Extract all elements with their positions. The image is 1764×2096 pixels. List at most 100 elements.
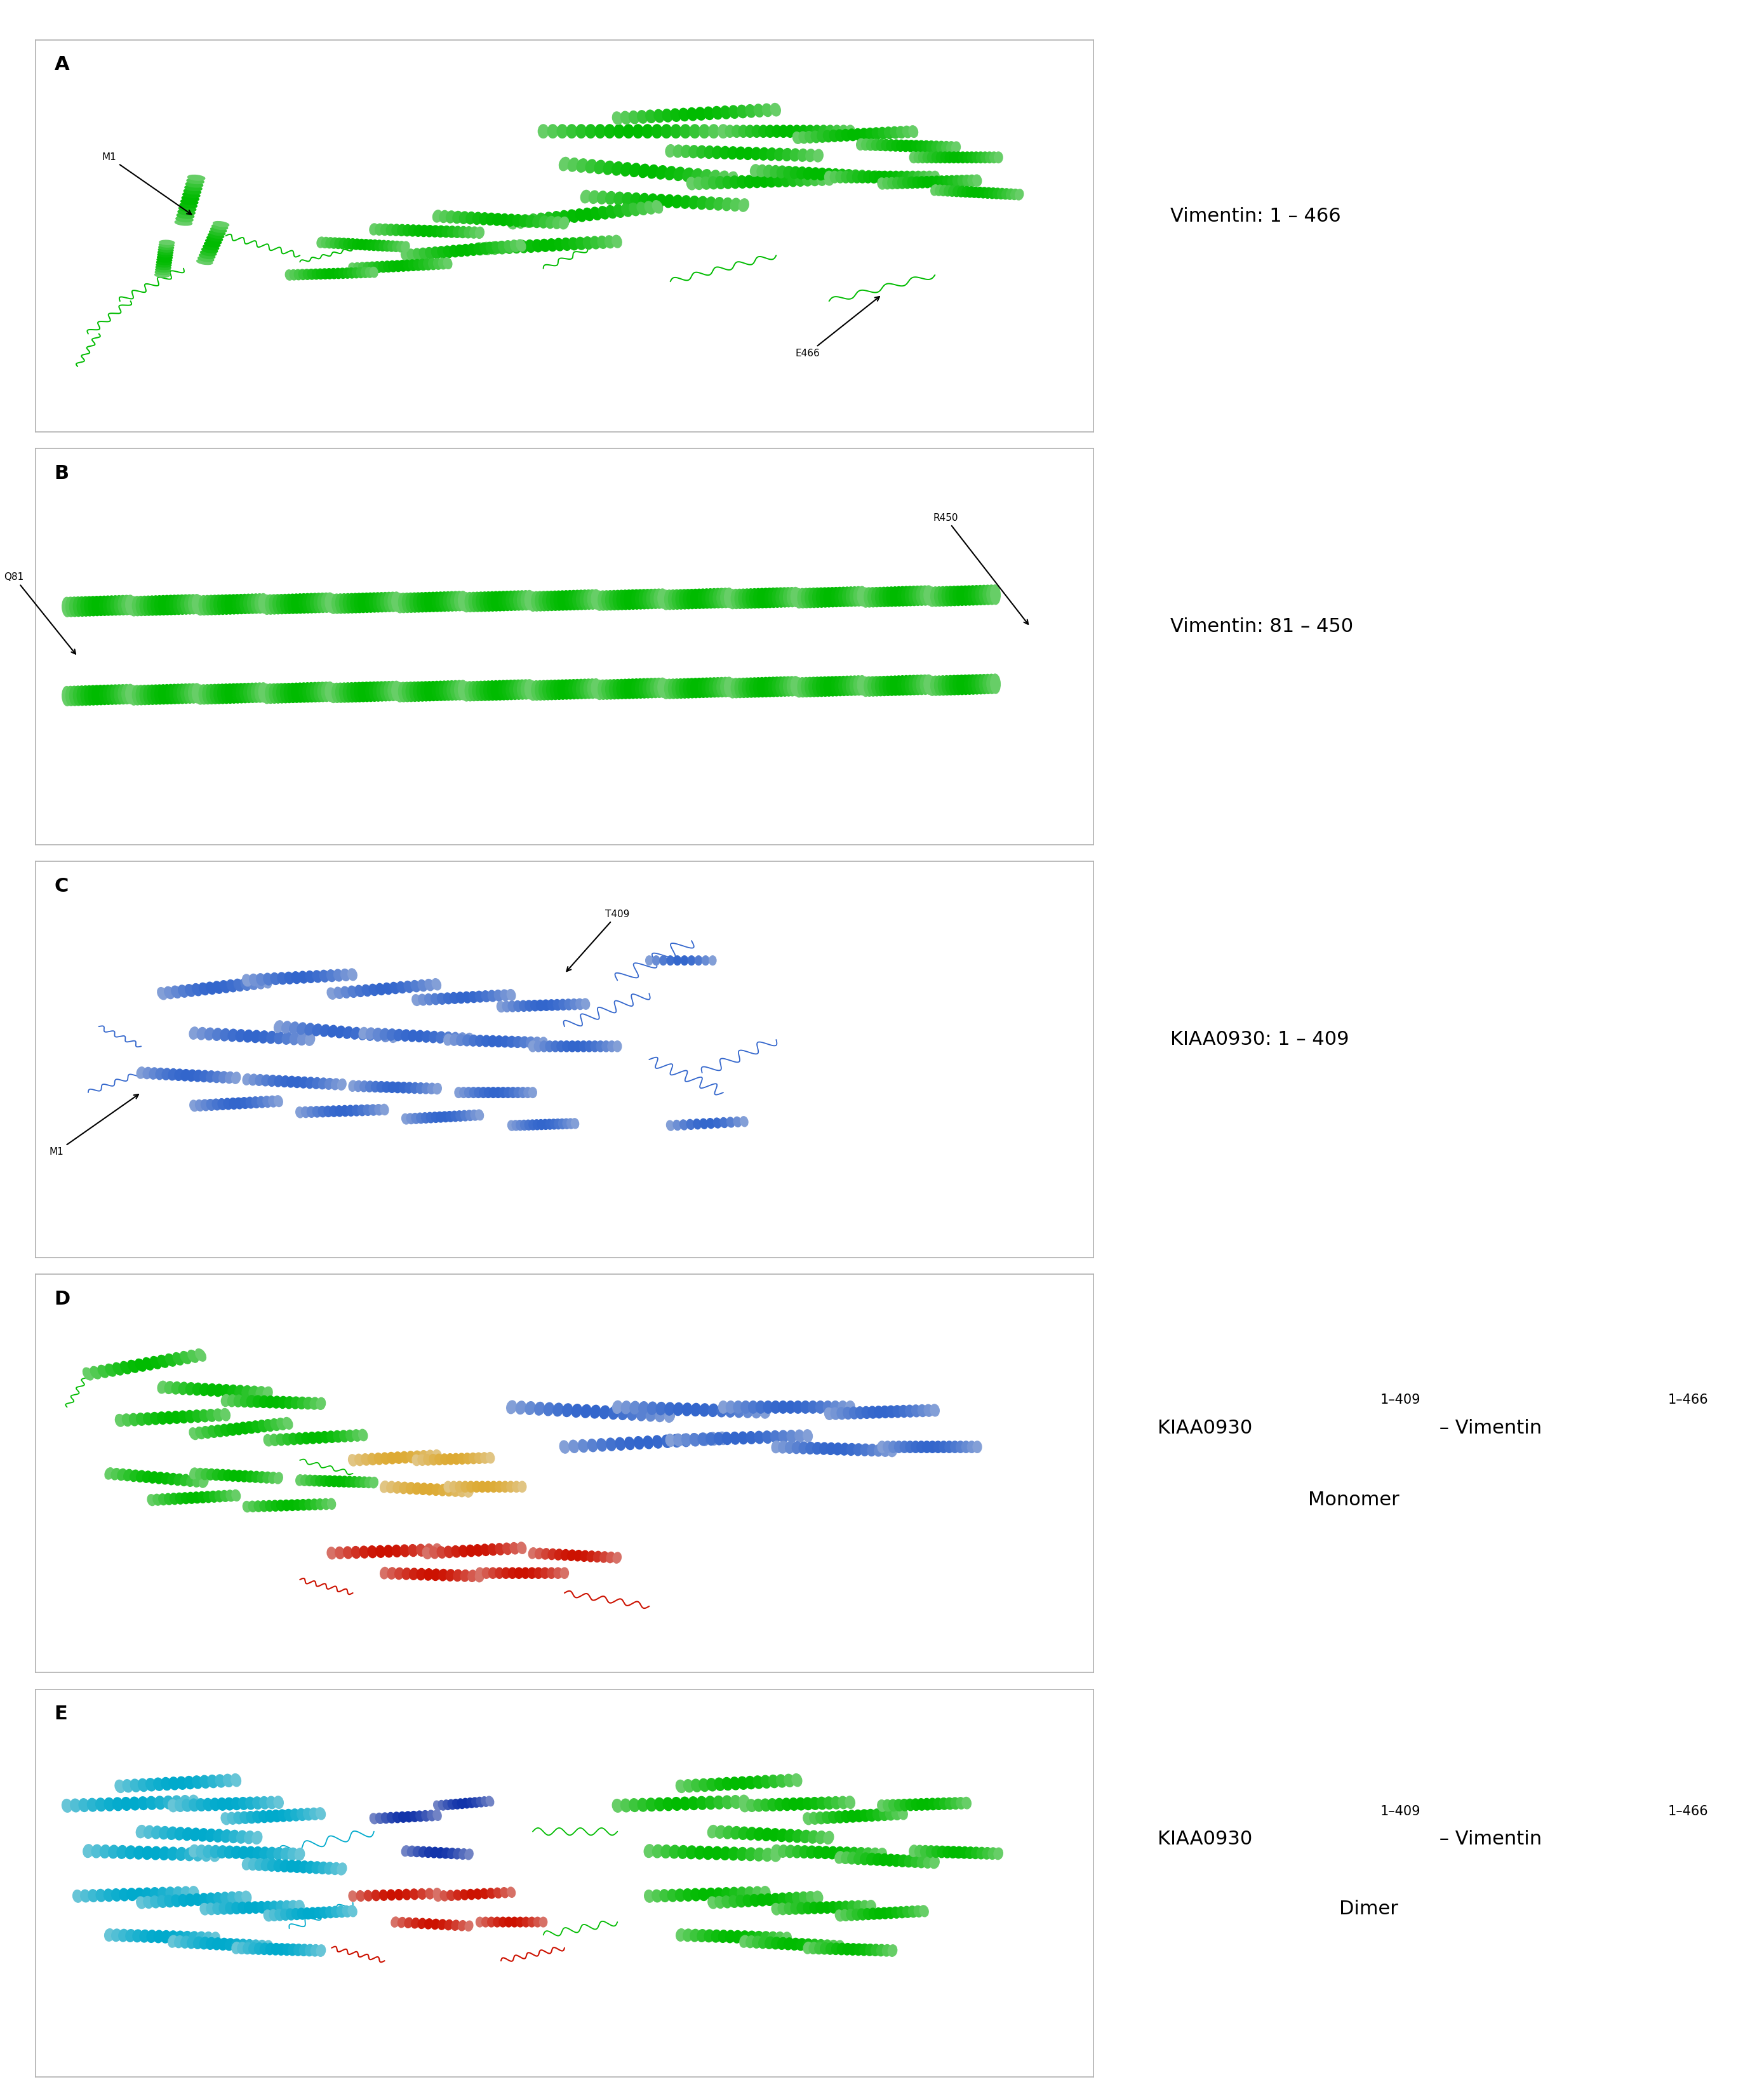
- Ellipse shape: [949, 151, 958, 163]
- Ellipse shape: [817, 174, 827, 187]
- Ellipse shape: [489, 1088, 497, 1098]
- Ellipse shape: [439, 258, 446, 268]
- Ellipse shape: [540, 1042, 549, 1052]
- Ellipse shape: [226, 1903, 235, 1914]
- Ellipse shape: [512, 1121, 520, 1130]
- Ellipse shape: [462, 991, 471, 1004]
- Ellipse shape: [485, 1796, 494, 1807]
- Ellipse shape: [231, 1490, 240, 1501]
- Ellipse shape: [78, 597, 86, 616]
- Ellipse shape: [633, 1436, 644, 1448]
- Ellipse shape: [709, 589, 720, 608]
- Ellipse shape: [129, 597, 139, 616]
- Ellipse shape: [686, 589, 697, 608]
- Ellipse shape: [422, 1084, 430, 1094]
- Ellipse shape: [508, 1886, 515, 1897]
- Ellipse shape: [250, 1031, 261, 1042]
- Ellipse shape: [887, 1406, 896, 1417]
- Ellipse shape: [175, 1069, 183, 1082]
- Ellipse shape: [430, 226, 439, 237]
- Ellipse shape: [206, 1937, 215, 1949]
- Ellipse shape: [473, 1545, 482, 1555]
- Ellipse shape: [810, 174, 818, 187]
- Ellipse shape: [252, 1847, 263, 1859]
- Ellipse shape: [379, 1568, 390, 1578]
- Ellipse shape: [487, 591, 497, 612]
- Ellipse shape: [180, 1473, 189, 1486]
- Ellipse shape: [189, 1027, 199, 1040]
- Ellipse shape: [534, 591, 545, 612]
- Ellipse shape: [187, 1937, 196, 1949]
- Ellipse shape: [776, 1775, 787, 1788]
- Text: Vimentin: 1 – 466: Vimentin: 1 – 466: [1170, 208, 1341, 226]
- Ellipse shape: [602, 679, 612, 700]
- Ellipse shape: [780, 677, 790, 696]
- Ellipse shape: [517, 591, 527, 610]
- Ellipse shape: [621, 203, 632, 216]
- Ellipse shape: [418, 1888, 427, 1899]
- Ellipse shape: [252, 1832, 263, 1844]
- Ellipse shape: [824, 172, 834, 184]
- Ellipse shape: [908, 176, 917, 189]
- Ellipse shape: [993, 1849, 1004, 1859]
- Ellipse shape: [993, 189, 1002, 199]
- Ellipse shape: [152, 1826, 162, 1838]
- Ellipse shape: [933, 1798, 944, 1809]
- Ellipse shape: [878, 1853, 889, 1865]
- Ellipse shape: [480, 243, 489, 254]
- Ellipse shape: [254, 683, 265, 702]
- Ellipse shape: [296, 1809, 307, 1821]
- Ellipse shape: [921, 585, 930, 606]
- Ellipse shape: [630, 193, 640, 205]
- Ellipse shape: [870, 1907, 878, 1920]
- Ellipse shape: [85, 685, 95, 704]
- Ellipse shape: [926, 140, 935, 153]
- Ellipse shape: [688, 107, 697, 122]
- Ellipse shape: [827, 677, 838, 696]
- Ellipse shape: [208, 1425, 217, 1438]
- Ellipse shape: [577, 124, 586, 138]
- Ellipse shape: [206, 239, 222, 245]
- Ellipse shape: [594, 591, 605, 610]
- Ellipse shape: [406, 1113, 415, 1123]
- Ellipse shape: [409, 1545, 418, 1557]
- Ellipse shape: [480, 1888, 489, 1899]
- Ellipse shape: [621, 1798, 632, 1813]
- Ellipse shape: [510, 241, 520, 252]
- Ellipse shape: [891, 1907, 900, 1918]
- Ellipse shape: [695, 679, 704, 698]
- Ellipse shape: [437, 1920, 446, 1930]
- Ellipse shape: [369, 681, 379, 702]
- Ellipse shape: [201, 252, 217, 256]
- Ellipse shape: [813, 677, 822, 696]
- Ellipse shape: [180, 1796, 191, 1809]
- Ellipse shape: [217, 1798, 228, 1811]
- Ellipse shape: [762, 103, 773, 117]
- Ellipse shape: [228, 1385, 238, 1398]
- Ellipse shape: [333, 268, 342, 279]
- Ellipse shape: [482, 1545, 490, 1555]
- Ellipse shape: [506, 591, 515, 610]
- Ellipse shape: [441, 1849, 450, 1859]
- Ellipse shape: [143, 1888, 152, 1901]
- Ellipse shape: [861, 138, 870, 151]
- Ellipse shape: [420, 247, 429, 260]
- Ellipse shape: [376, 1545, 385, 1557]
- Ellipse shape: [220, 1409, 229, 1421]
- Ellipse shape: [612, 1553, 621, 1564]
- Ellipse shape: [427, 1450, 436, 1461]
- Ellipse shape: [510, 1918, 519, 1926]
- Ellipse shape: [725, 126, 734, 138]
- Ellipse shape: [624, 679, 633, 698]
- Ellipse shape: [880, 1907, 889, 1918]
- Ellipse shape: [229, 1469, 238, 1482]
- Ellipse shape: [877, 178, 887, 189]
- Ellipse shape: [330, 1476, 339, 1486]
- Ellipse shape: [111, 1928, 122, 1941]
- Ellipse shape: [804, 132, 815, 143]
- Ellipse shape: [496, 591, 505, 610]
- Ellipse shape: [258, 1421, 268, 1432]
- Ellipse shape: [547, 681, 556, 700]
- Ellipse shape: [550, 1119, 557, 1130]
- Ellipse shape: [125, 1847, 136, 1859]
